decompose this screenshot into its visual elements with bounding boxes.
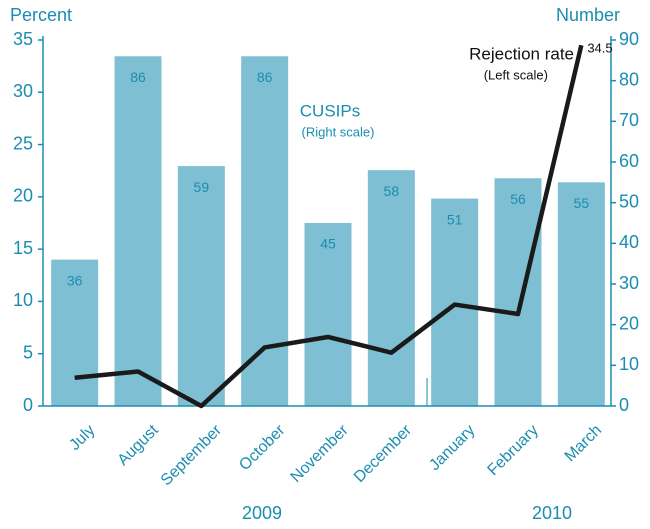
bar-label: 56 — [510, 191, 526, 207]
y-tick-label: 10 — [13, 290, 33, 310]
x-tick-label: March — [562, 422, 605, 465]
y2-tick-label: 40 — [619, 232, 639, 252]
year-label: 2009 — [242, 503, 282, 523]
y2-tick-label: 50 — [619, 191, 639, 211]
y2-tick-label: 60 — [619, 151, 639, 171]
annotation: CUSIPs — [300, 101, 360, 120]
bar — [114, 56, 162, 407]
year-label: 2010 — [532, 503, 572, 523]
y-tick-label: 35 — [13, 29, 33, 49]
x-tick-label: November — [288, 421, 353, 486]
bar — [51, 259, 99, 406]
x-tick-label: August — [115, 421, 163, 469]
x-tick-label: December — [351, 421, 416, 486]
bar — [431, 198, 479, 406]
x-tick-label: September — [158, 421, 226, 489]
y2-tick-label: 90 — [619, 29, 639, 49]
y2-tick-label: 0 — [619, 395, 629, 415]
bar-label: 86 — [257, 69, 273, 85]
y2-axis-label: Number — [556, 5, 620, 25]
y-tick-label: 0 — [23, 395, 33, 415]
annotation: (Right scale) — [302, 124, 375, 139]
y-tick-label: 15 — [13, 238, 33, 258]
y-axis-label: Percent — [10, 5, 72, 25]
x-tick-label: July — [66, 422, 98, 454]
bar — [367, 170, 415, 406]
annotation: (Left scale) — [484, 67, 548, 82]
bar-label: 55 — [574, 195, 590, 211]
bar-label: 36 — [67, 272, 83, 288]
y2-tick-label: 70 — [619, 110, 639, 130]
line — [74, 44, 584, 409]
annotation: Rejection rate — [469, 44, 574, 63]
bar-label: 86 — [130, 69, 146, 85]
y2-tick-label: 20 — [619, 313, 639, 333]
x-tick-label: January — [426, 422, 478, 474]
y2-tick-label: 80 — [619, 69, 639, 89]
bar-label: 45 — [320, 236, 336, 252]
y-tick-label: 20 — [13, 186, 33, 206]
bar — [241, 56, 289, 407]
bar — [304, 223, 352, 406]
bar-label: 58 — [384, 183, 400, 199]
x-tick-label: February — [485, 422, 542, 479]
bar — [494, 178, 542, 406]
y-tick-label: 30 — [13, 81, 33, 101]
y2-tick-label: 30 — [619, 273, 639, 293]
y2-tick-label: 10 — [619, 354, 639, 374]
bar — [557, 182, 605, 406]
bar-label: 51 — [447, 211, 463, 227]
line-label: 34.5 — [587, 41, 612, 56]
x-tick-label: October — [236, 421, 289, 474]
bar — [177, 166, 225, 406]
y-tick-label: 25 — [13, 133, 33, 153]
bar-label: 59 — [194, 179, 210, 195]
y-tick-label: 5 — [23, 342, 33, 362]
